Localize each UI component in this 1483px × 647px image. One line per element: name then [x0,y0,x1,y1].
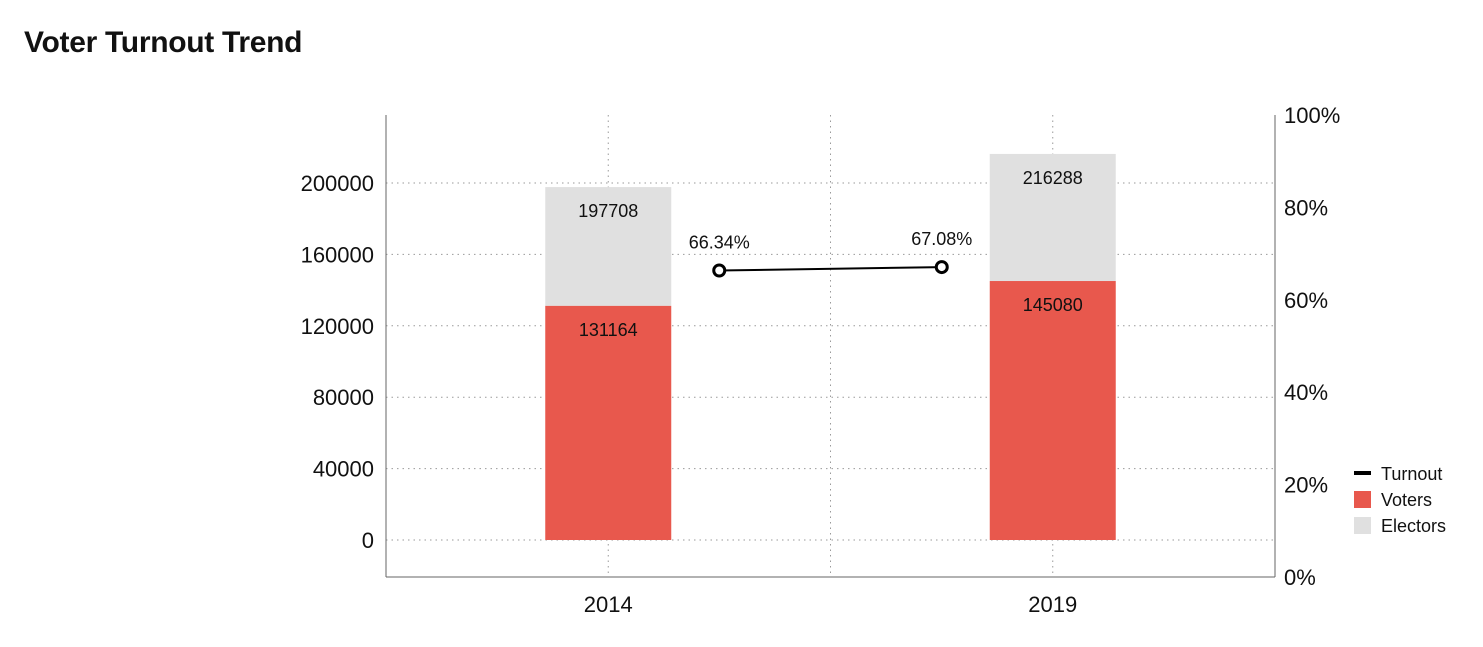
x-tick-label: 2019 [1028,592,1077,617]
legend: Turnout Voters Electors [1354,464,1446,536]
chart-title: Voter Turnout Trend [24,26,303,59]
legend-label-electors: Electors [1381,516,1446,536]
bar-voters [545,305,672,540]
legend-swatch-electors [1354,517,1371,534]
data-label-turnout: 67.08% [911,229,972,249]
data-label-voters: 131164 [579,320,638,340]
y-left-tick-label: 0 [362,528,374,553]
y-left-tick-label: 80000 [313,385,374,410]
y-right-tick-label: 0% [1284,565,1316,590]
turnout-line [712,260,949,278]
bars [545,153,1116,540]
data-label-electors: 216288 [1023,168,1083,188]
y-right-tick-label: 40% [1284,380,1328,405]
grid-lines [386,115,1275,577]
y-right-tick-label: 100% [1284,103,1340,128]
data-label-turnout: 66.34% [689,233,750,253]
data-label-electors: 197708 [578,201,638,221]
x-tick-label: 2014 [584,592,633,617]
turnout-line-path [719,266,942,272]
data-labels: 197708 131164 216288 145080 66.34% 67.08% [578,168,1083,340]
y-left-tick-label: 40000 [313,457,374,482]
turnout-point [712,263,727,278]
y-left-tick-label: 160000 [301,242,374,267]
bar-voters [989,281,1116,540]
y-right-tick-label: 20% [1284,473,1328,498]
y-left-tick-label: 120000 [301,314,374,339]
y-left-tick-label: 200000 [301,171,374,196]
y-right-tick-label: 80% [1284,195,1328,220]
legend-label-voters: Voters [1381,490,1432,510]
bar-electors [545,187,672,306]
axes: 0 40000 80000 120000 160000 200000 0% 20% 40% 60%… [301,103,1341,617]
legend-swatch-voters [1354,491,1371,508]
legend-swatch-turnout [1354,471,1371,475]
data-label-voters: 145080 [1023,295,1083,315]
y-right-tick-label: 60% [1284,288,1328,313]
bar-electors [989,153,1116,282]
turnout-point [934,260,949,275]
legend-label-turnout: Turnout [1381,464,1442,484]
